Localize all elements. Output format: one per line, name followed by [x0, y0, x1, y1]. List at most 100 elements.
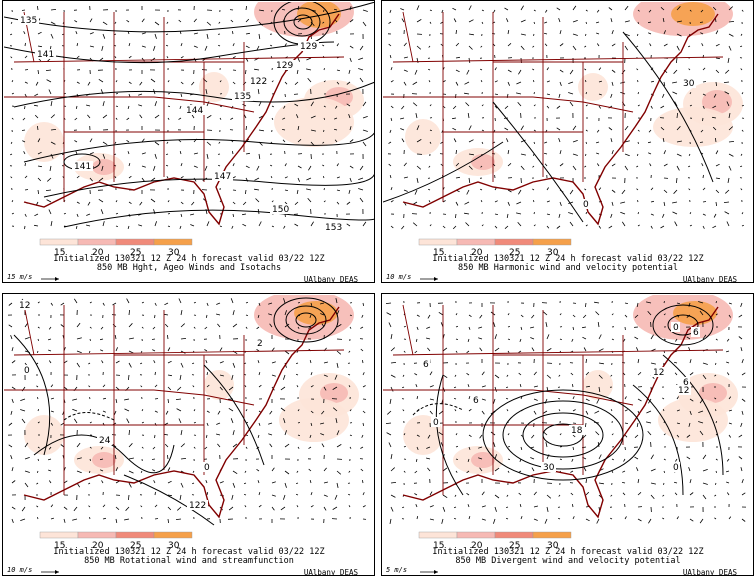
wind-vector: [336, 482, 339, 488]
wind-vector: [533, 518, 538, 521]
wind-vector: [622, 482, 626, 484]
wind-vector: [164, 323, 169, 328]
wind-vector: [416, 396, 419, 400]
wind-vector: [611, 201, 614, 206]
wind-vector: [572, 20, 578, 23]
wind-vector: [650, 494, 655, 500]
wind-vector: [568, 201, 574, 204]
wind-vector: [232, 430, 235, 436]
wind-vector: [206, 153, 209, 159]
wind-vector: [127, 225, 130, 230]
wind-vector: [284, 201, 288, 205]
wind-vector: [154, 398, 159, 400]
wind-vector: [228, 386, 234, 391]
wind-vector: [115, 80, 118, 83]
wind-vector: [46, 199, 52, 203]
wind-vector: [570, 492, 574, 496]
wind-vector: [415, 384, 418, 388]
wind-vector: [76, 470, 82, 474]
colorbar-tick-label: 30: [547, 541, 559, 550]
wind-vector: [572, 45, 577, 51]
wind-vector: [662, 397, 665, 400]
wind-vector: [322, 141, 325, 144]
wind-vector: [452, 117, 457, 120]
wind-vector: [361, 314, 364, 318]
wind-vector: [180, 213, 183, 218]
wind-vector: [268, 433, 273, 436]
wind-vector: [128, 175, 132, 179]
wind-vector: [362, 505, 366, 508]
wind-vector: [37, 421, 40, 424]
isotach-shade: [279, 398, 349, 442]
wind-vector: [362, 21, 367, 27]
wind-vector: [297, 139, 302, 143]
wind-vector: [569, 221, 574, 227]
wind-vector: [102, 33, 106, 39]
wind-vector: [154, 314, 156, 319]
wind-vector: [455, 69, 460, 73]
wind-vector: [506, 374, 509, 377]
wind-vector: [245, 69, 247, 75]
wind-vector: [572, 125, 577, 131]
wind-vector: [10, 141, 13, 144]
contour-label-bg: [248, 76, 269, 86]
wind-vector: [544, 141, 548, 144]
isotach-shade: [471, 154, 495, 170]
wind-vector: [455, 201, 459, 206]
wind-vector: [124, 518, 130, 521]
wind-vector: [726, 481, 730, 484]
wind-vector: [164, 422, 169, 426]
wind-vector: [649, 163, 652, 167]
colorbar-tick-label: 20: [92, 248, 104, 257]
wind-vector: [24, 442, 29, 448]
wind-vector: [429, 371, 433, 376]
wind-vector: [428, 80, 431, 83]
wind-vector: [715, 81, 717, 87]
wind-vector: [403, 176, 408, 179]
state-border: [532, 96, 584, 103]
wind-vector: [334, 494, 338, 500]
wind-vector: [533, 129, 536, 132]
wind-scale-label: 5 m/s: [386, 566, 408, 574]
wind-vector: [232, 470, 238, 475]
wind-vector: [585, 398, 590, 402]
wind-vector: [544, 21, 548, 24]
wind-vector: [403, 433, 406, 436]
wind-vector: [128, 55, 132, 59]
contour-lines: [383, 31, 714, 223]
wind-vector: [309, 314, 312, 318]
wind-vector: [714, 397, 717, 400]
wind-vector: [232, 362, 236, 368]
wind-vector: [346, 81, 351, 85]
wind-vector: [216, 422, 221, 425]
wind-vector: [464, 92, 470, 95]
wind-vector: [193, 177, 197, 182]
wind-vector: [228, 407, 234, 412]
wind-vector: [193, 45, 198, 48]
wind-vector: [20, 518, 26, 521]
wind-vector: [520, 45, 525, 51]
state-border: [13, 56, 345, 63]
wind-vector: [86, 104, 91, 107]
wind-vector: [231, 225, 234, 229]
contour-label: 6: [693, 328, 699, 338]
wind-vector: [598, 362, 604, 365]
contour-line: [383, 141, 504, 203]
wind-vector: [517, 221, 522, 227]
wind-vector: [153, 360, 156, 364]
wind-vector: [740, 302, 743, 307]
wind-vector: [297, 177, 300, 182]
colorbar-tick-label: 30: [168, 541, 180, 550]
wind-vector: [284, 350, 290, 355]
contour-label: 0: [204, 463, 210, 473]
wind-vector: [334, 374, 338, 380]
wind-vector: [569, 69, 574, 75]
wind-vector: [532, 199, 535, 203]
contour-label-bg: [298, 41, 319, 51]
wind-vector: [47, 458, 52, 461]
wind-vector: [126, 139, 130, 143]
wind-vector: [466, 470, 470, 474]
wind-vector: [362, 360, 364, 364]
wind-vector: [584, 45, 587, 48]
dashed-contour-line: [63, 412, 115, 421]
